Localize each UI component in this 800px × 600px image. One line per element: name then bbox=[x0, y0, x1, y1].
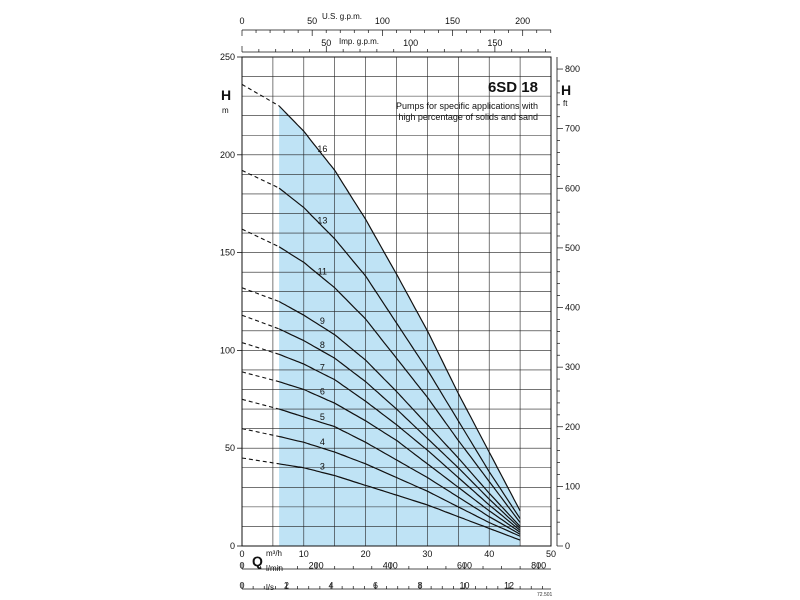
y-left-tick-label: 100 bbox=[220, 345, 235, 355]
x-axis-unit-impgpm: Imp. g.p.m. bbox=[339, 37, 379, 46]
x-axis-unit-m3h: m³/h bbox=[266, 549, 282, 558]
plot-frame bbox=[241, 56, 552, 547]
y-right-tick-label: 500 bbox=[565, 243, 580, 253]
curve-label-8: 8 bbox=[320, 340, 325, 350]
y-right-tick-label: 700 bbox=[565, 124, 580, 134]
y-left-tick-label: 0 bbox=[230, 541, 235, 551]
y-right-tick-label: 400 bbox=[565, 303, 580, 313]
x-m3h-tick-label: 0 bbox=[239, 549, 244, 559]
y-right-axis-unit: ft bbox=[563, 99, 568, 108]
y-left-axis-label: H bbox=[221, 87, 231, 103]
axes: 0501001502002500100200300400500600700800… bbox=[220, 16, 580, 591]
y-right-tick-label: 100 bbox=[565, 481, 580, 491]
curve-label-5: 5 bbox=[320, 412, 325, 422]
curve-5-extrapolated bbox=[241, 398, 280, 410]
x-impgpm-tick-label: 50 bbox=[321, 38, 331, 48]
curve-16 bbox=[278, 105, 521, 512]
annotation-line-2: high percentage of solids and sand bbox=[398, 112, 538, 122]
curve-9 bbox=[278, 300, 521, 527]
x-m3h-tick-label: 10 bbox=[299, 549, 309, 559]
annotation-line-1: Pumps for specific applications with bbox=[396, 101, 538, 111]
curve-7 bbox=[278, 353, 521, 531]
x-impgpm-tick-label: 100 bbox=[403, 38, 418, 48]
curve-11 bbox=[278, 246, 521, 523]
chart-title: 6SD 18 bbox=[488, 79, 538, 96]
y-left-tick-label: 50 bbox=[225, 443, 235, 453]
curve-label-13: 13 bbox=[317, 215, 327, 225]
x-ls-tick-label: 0 bbox=[239, 581, 244, 591]
y-left-tick-label: 250 bbox=[220, 52, 235, 62]
x-ls-tick-label: 2 bbox=[284, 581, 289, 591]
curve-8-extrapolated bbox=[241, 314, 280, 330]
figure-code: 72.501 bbox=[537, 592, 553, 598]
x-usgpm-tick-label: 150 bbox=[445, 16, 460, 26]
y-right-axis-label: H bbox=[561, 82, 571, 98]
y-right-tick-label: 0 bbox=[565, 541, 570, 551]
curve-6 bbox=[278, 381, 521, 533]
y-left-axis-unit: m bbox=[222, 106, 229, 115]
x-ls-tick-label: 4 bbox=[328, 581, 333, 591]
x-lmin-tick-label: 400 bbox=[383, 561, 398, 571]
x-usgpm-tick-label: 50 bbox=[307, 16, 317, 26]
curve-3-extrapolated bbox=[241, 457, 280, 465]
y-right-tick-label: 600 bbox=[565, 183, 580, 193]
curve-11-extrapolated bbox=[241, 228, 280, 248]
y-right-tick-label: 800 bbox=[565, 64, 580, 74]
curve-9-extrapolated bbox=[241, 287, 280, 303]
x-usgpm-tick-label: 200 bbox=[515, 16, 530, 26]
curve-4 bbox=[278, 435, 521, 537]
y-right-tick-label: 300 bbox=[565, 362, 580, 372]
x-usgpm-tick-label: 0 bbox=[239, 16, 244, 26]
y-left-tick-label: 150 bbox=[220, 248, 235, 258]
curve-labels: 16 13 11 9 8 7 6 5 4 3 bbox=[317, 144, 327, 472]
operating-range-area bbox=[279, 105, 521, 547]
curve-6-extrapolated bbox=[241, 371, 280, 383]
curve-8 bbox=[278, 328, 521, 529]
curve-13 bbox=[278, 187, 521, 519]
x-axis-label: Q bbox=[252, 553, 263, 569]
x-ls-tick-label: 12 bbox=[504, 581, 514, 591]
curve-16-extrapolated bbox=[241, 83, 280, 107]
x-axis-unit-ls: l/s bbox=[266, 583, 274, 592]
x-axis-unit-usgpm: U.S. g.p.m. bbox=[322, 12, 362, 21]
curve-label-9: 9 bbox=[320, 316, 325, 326]
curve-4-extrapolated bbox=[241, 428, 280, 438]
x-lmin-tick-label: 0 bbox=[239, 561, 244, 571]
curve-13-extrapolated bbox=[241, 169, 280, 189]
x-usgpm-tick-label: 100 bbox=[375, 16, 390, 26]
x-axis-unit-lmin: l/min bbox=[266, 564, 283, 573]
curve-label-16: 16 bbox=[317, 144, 327, 154]
x-m3h-tick-label: 20 bbox=[361, 549, 371, 559]
curve-label-4: 4 bbox=[320, 437, 325, 447]
curve-label-11: 11 bbox=[318, 267, 327, 277]
x-ls-tick-label: 8 bbox=[417, 581, 422, 591]
x-m3h-tick-label: 50 bbox=[546, 549, 556, 559]
x-lmin-tick-label: 800 bbox=[531, 561, 546, 571]
curve-label-7: 7 bbox=[320, 362, 325, 372]
pump-curves bbox=[241, 83, 521, 541]
y-right-tick-label: 200 bbox=[565, 422, 580, 432]
curve-label-3: 3 bbox=[320, 461, 325, 471]
curve-7-extrapolated bbox=[241, 342, 280, 355]
x-lmin-tick-label: 200 bbox=[309, 561, 324, 571]
x-ls-tick-label: 10 bbox=[459, 581, 469, 591]
x-ls-tick-label: 6 bbox=[373, 581, 378, 591]
y-left-tick-label: 200 bbox=[220, 150, 235, 160]
x-lmin-tick-label: 600 bbox=[457, 561, 472, 571]
x-impgpm-tick-label: 150 bbox=[487, 38, 502, 48]
curve-5 bbox=[278, 408, 521, 535]
x-m3h-tick-label: 40 bbox=[484, 549, 494, 559]
curve-label-6: 6 bbox=[320, 387, 325, 397]
curve-3 bbox=[278, 463, 521, 541]
x-m3h-tick-label: 30 bbox=[422, 549, 432, 559]
